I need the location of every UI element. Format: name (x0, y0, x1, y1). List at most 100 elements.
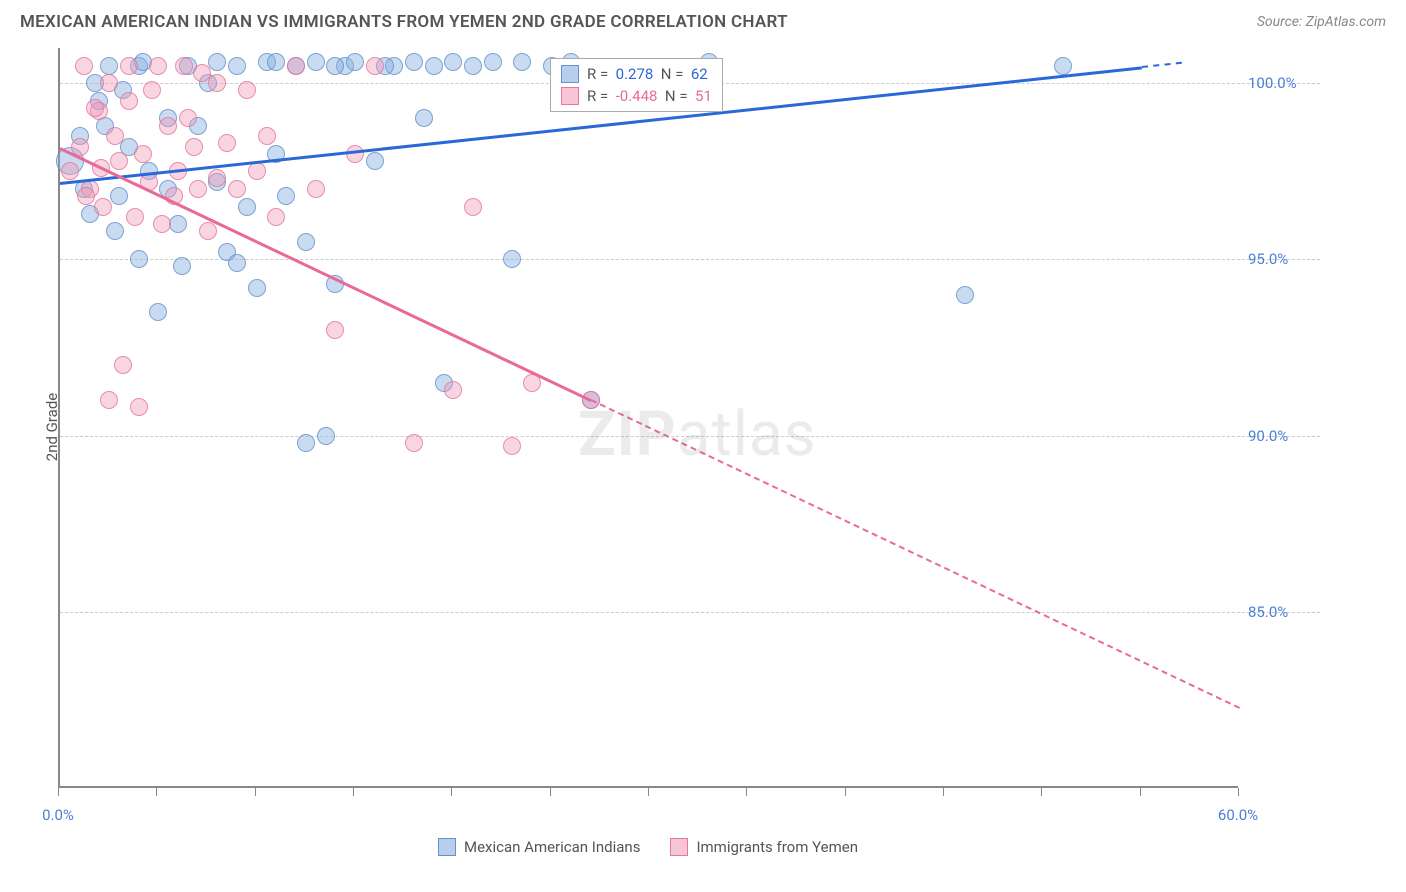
data-point (228, 254, 246, 272)
chart-title: MEXICAN AMERICAN INDIAN VS IMMIGRANTS FR… (20, 12, 788, 32)
data-point (425, 57, 443, 75)
data-point (126, 208, 144, 226)
trend-line (1142, 62, 1182, 68)
data-point (956, 286, 974, 304)
plot-area: R = 0.278 N = 62 R = -0.448 N = 51 (58, 48, 1238, 788)
data-point (326, 321, 344, 339)
x-tick (1140, 788, 1141, 796)
data-point (77, 187, 95, 205)
data-point (130, 398, 148, 416)
x-tick (255, 788, 256, 796)
data-point (297, 434, 315, 452)
data-point (134, 145, 152, 163)
data-point (248, 162, 266, 180)
data-point (169, 215, 187, 233)
data-point (159, 117, 177, 135)
data-point (346, 53, 364, 71)
legend-item: Immigrants from Yemen (670, 838, 858, 856)
data-point (106, 222, 124, 240)
data-point (444, 381, 462, 399)
data-point (94, 198, 112, 216)
data-point (149, 303, 167, 321)
x-tick (58, 788, 59, 796)
data-point (415, 109, 433, 127)
data-point (513, 53, 531, 71)
data-point (405, 434, 423, 452)
correlation-legend: R = 0.278 N = 62 R = -0.448 N = 51 (550, 58, 723, 112)
legend-swatch (561, 65, 579, 83)
data-point (143, 81, 161, 99)
data-point (307, 53, 325, 71)
x-tick (451, 788, 452, 796)
data-point (106, 127, 124, 145)
x-tick (353, 788, 354, 796)
x-tick (550, 788, 551, 796)
data-point (100, 74, 118, 92)
data-point (1054, 57, 1072, 75)
legend-text: R = 0.278 N = 62 (587, 65, 708, 83)
data-point (110, 152, 128, 170)
data-point (130, 250, 148, 268)
trend-line (59, 147, 591, 402)
y-tick-label: 95.0% (1248, 250, 1288, 268)
data-point (185, 138, 203, 156)
data-point (317, 427, 335, 445)
legend-text: R = -0.448 N = 51 (587, 87, 712, 105)
x-tick (1041, 788, 1042, 796)
legend-swatch (561, 87, 579, 105)
bottom-legend: Mexican American Indians Immigrants from … (58, 838, 1238, 856)
x-tick-label: 0.0% (42, 806, 74, 824)
data-point (208, 74, 226, 92)
data-point (405, 53, 423, 71)
data-point (248, 279, 266, 297)
data-point (503, 437, 521, 455)
data-point (100, 391, 118, 409)
data-point (75, 57, 93, 75)
data-point (238, 198, 256, 216)
data-point (444, 53, 462, 71)
y-axis-label: 2nd Grade (43, 393, 61, 461)
x-tick (943, 788, 944, 796)
data-point (238, 81, 256, 99)
data-point (120, 92, 138, 110)
data-point (100, 57, 118, 75)
data-point (61, 162, 79, 180)
data-point (218, 134, 236, 152)
data-point (366, 57, 384, 75)
data-point (114, 356, 132, 374)
data-point (179, 109, 197, 127)
gridline (60, 612, 1320, 613)
data-point (199, 222, 217, 240)
data-point (189, 180, 207, 198)
data-point (366, 152, 384, 170)
data-point (228, 180, 246, 198)
data-point (86, 99, 104, 117)
chart-header: MEXICAN AMERICAN INDIAN VS IMMIGRANTS FR… (0, 0, 1406, 40)
data-point (464, 57, 482, 75)
legend-label: Immigrants from Yemen (696, 838, 858, 856)
legend-row: R = -0.448 N = 51 (561, 85, 712, 107)
y-tick-label: 85.0% (1248, 603, 1288, 621)
data-point (267, 53, 285, 71)
x-tick (1238, 788, 1239, 796)
chart-source: Source: ZipAtlas.com (1257, 14, 1386, 30)
data-point (208, 169, 226, 187)
x-tick-label: 60.0% (1218, 806, 1258, 824)
legend-swatch (670, 838, 688, 856)
trend-line (591, 399, 1241, 709)
data-point (503, 250, 521, 268)
x-tick (845, 788, 846, 796)
data-point (110, 187, 128, 205)
x-tick (648, 788, 649, 796)
data-point (484, 53, 502, 71)
data-point (277, 187, 295, 205)
legend-swatch (438, 838, 456, 856)
legend-label: Mexican American Indians (464, 838, 640, 856)
gridline (60, 259, 1320, 260)
data-point (208, 53, 226, 71)
x-tick (746, 788, 747, 796)
data-point (153, 215, 171, 233)
legend-row: R = 0.278 N = 62 (561, 63, 712, 85)
data-point (326, 57, 344, 75)
chart-container: R = 0.278 N = 62R = -0.448 N = 51 2nd Gr… (58, 48, 1328, 818)
